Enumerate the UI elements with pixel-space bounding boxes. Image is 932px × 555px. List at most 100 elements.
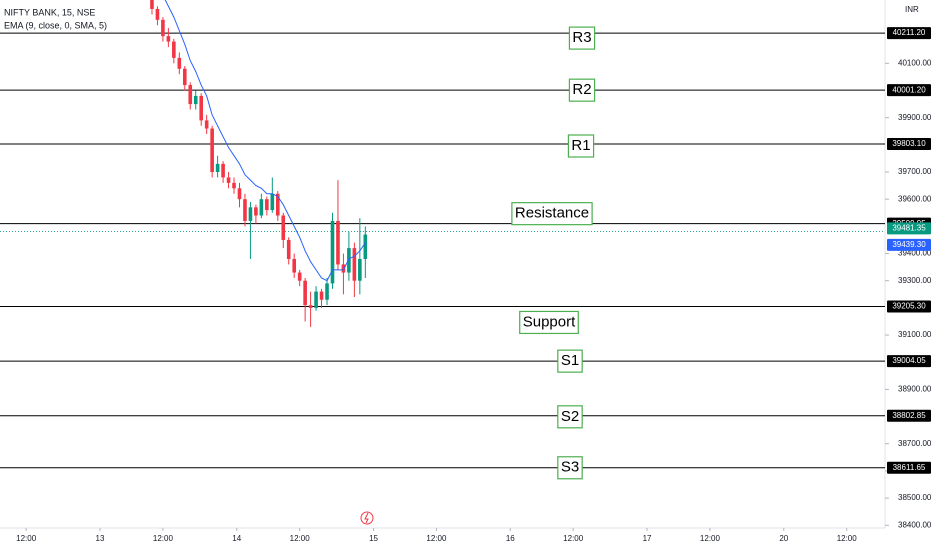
candle-body — [150, 0, 154, 9]
candle-body — [204, 120, 209, 129]
level-price-box — [887, 84, 931, 97]
level-tag: S3 — [557, 456, 583, 480]
candle-body — [232, 182, 236, 189]
x-tick-label: 15 — [369, 534, 378, 543]
x-tick-label: 13 — [96, 534, 105, 543]
event-icon[interactable] — [360, 511, 374, 525]
level-tag: S1 — [557, 349, 583, 373]
level-name: R2 — [572, 81, 591, 98]
candle-body — [248, 207, 253, 221]
level-price-box — [887, 355, 931, 368]
candle-body — [297, 272, 302, 281]
candle-body — [199, 95, 204, 121]
chart-title: NIFTY BANK, 15, NSE — [4, 7, 95, 17]
candle-body — [270, 193, 275, 211]
ema-price-box — [887, 238, 931, 251]
y-tick-label: 39900.00 — [898, 113, 932, 122]
level-price-label: 40211.20 — [893, 28, 926, 37]
level-box — [557, 456, 583, 480]
level-price-label: 39004.05 — [892, 356, 926, 365]
y-tick-label: 39100.00 — [898, 330, 932, 339]
level-box — [568, 78, 596, 102]
level-box — [519, 310, 579, 335]
x-tick-label: 20 — [779, 534, 788, 543]
level-box — [557, 405, 583, 429]
candle-body — [319, 291, 324, 300]
candle-body — [188, 85, 193, 105]
level-box — [567, 134, 595, 158]
candle-body — [237, 188, 242, 200]
level-price-box — [887, 27, 931, 40]
y-tick-label: 39600.00 — [898, 194, 932, 203]
level-price-label: 38611.65 — [893, 463, 926, 472]
candle-body — [243, 199, 247, 221]
level-price-box — [887, 300, 931, 313]
x-tick-label: 12:00 — [16, 534, 37, 543]
candle-body — [363, 234, 368, 259]
candle-body — [259, 199, 264, 216]
candle-body — [292, 258, 296, 273]
y-tick-label: 38900.00 — [898, 385, 932, 394]
level-name: S2 — [561, 408, 579, 425]
candle-body — [325, 283, 329, 300]
candle-body — [254, 207, 258, 216]
candle-body — [177, 57, 182, 69]
y-tick-label: 38500.00 — [898, 493, 932, 502]
level-tag: Support — [519, 310, 579, 335]
indicator-label: EMA (9, close, 0, SMA, 5) — [4, 20, 107, 30]
y-tick-label: 38400.00 — [898, 520, 932, 529]
x-tick-label: 12:00 — [426, 534, 447, 543]
level-name: Resistance — [515, 205, 589, 222]
level-name: R3 — [572, 29, 591, 46]
y-tick-label: 40100.00 — [898, 58, 932, 67]
y-tick-label: 39400.00 — [898, 249, 932, 258]
candle-body — [210, 128, 214, 173]
y-tick-label: 38700.00 — [898, 439, 932, 448]
candle-body — [172, 41, 176, 58]
candle-body — [358, 258, 362, 281]
candle-body — [182, 68, 187, 86]
level-tag: Resistance — [511, 202, 593, 226]
candle-body — [341, 264, 346, 273]
level-price-label: 39205.30 — [892, 302, 926, 311]
y-tick-label: 39700.00 — [898, 167, 932, 176]
x-tick-label: 12:00 — [837, 534, 858, 543]
candle-body — [221, 163, 225, 178]
level-price-label: 39803.10 — [892, 139, 926, 148]
candle-body — [166, 36, 171, 42]
candle-body — [303, 280, 307, 306]
level-box — [568, 26, 596, 50]
level-name: R1 — [571, 137, 590, 154]
ema-line — [164, 0, 366, 282]
candle-body — [161, 19, 165, 37]
level-tag: R2 — [568, 78, 596, 102]
x-tick-label: 14 — [232, 534, 241, 543]
level-tag: R1 — [567, 134, 595, 158]
x-tick-label: 12:00 — [700, 534, 721, 543]
candle-body — [336, 220, 340, 265]
ema-price-label: 39439.30 — [892, 240, 926, 249]
candle-body — [314, 291, 318, 308]
currency-label: INR — [905, 5, 919, 14]
level-price-box — [887, 137, 931, 150]
candle-body — [155, 8, 160, 20]
level-price-box — [887, 409, 931, 422]
y-tick-label: 39300.00 — [898, 276, 932, 285]
level-box — [557, 349, 583, 373]
x-tick-label: 12:00 — [563, 534, 584, 543]
candle-body — [215, 163, 220, 173]
candle-body — [275, 193, 280, 216]
candle-body — [352, 248, 357, 281]
last-price-box — [887, 222, 931, 235]
candle-body — [308, 305, 313, 308]
candle-body — [347, 248, 351, 273]
candle-body — [286, 239, 291, 259]
x-tick-label: 12:00 — [153, 534, 174, 543]
level-tag: R3 — [568, 26, 596, 50]
plot — [0, 0, 885, 469]
last-price-label: 39481.35 — [892, 224, 926, 233]
x-tick-label: 17 — [643, 534, 652, 543]
candle-body — [281, 215, 286, 240]
